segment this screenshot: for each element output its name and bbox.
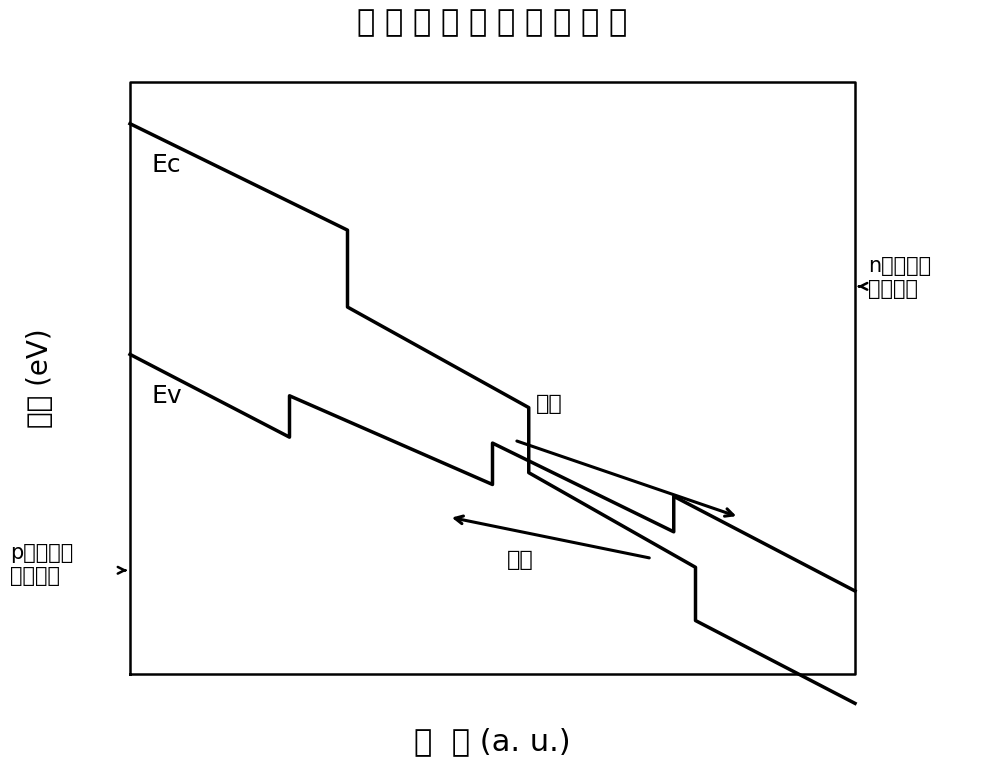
Text: p型掺杂，
加负偏压: p型掺杂， 加负偏压 xyxy=(10,543,73,586)
Text: 倍 增 区 能 带 结 构 示 意 图: 倍 增 区 能 带 结 构 示 意 图 xyxy=(357,8,628,37)
Text: Ev: Ev xyxy=(152,384,182,408)
Text: 能量 (eV): 能量 (eV) xyxy=(26,328,54,428)
Text: 空穴: 空穴 xyxy=(507,549,534,569)
Text: 电子: 电子 xyxy=(536,393,563,413)
Text: 厚  度 (a. u.): 厚 度 (a. u.) xyxy=(414,728,571,756)
Text: Ec: Ec xyxy=(152,153,181,177)
Text: n型掺杂，
加正偏压: n型掺杂， 加正偏压 xyxy=(868,256,931,299)
